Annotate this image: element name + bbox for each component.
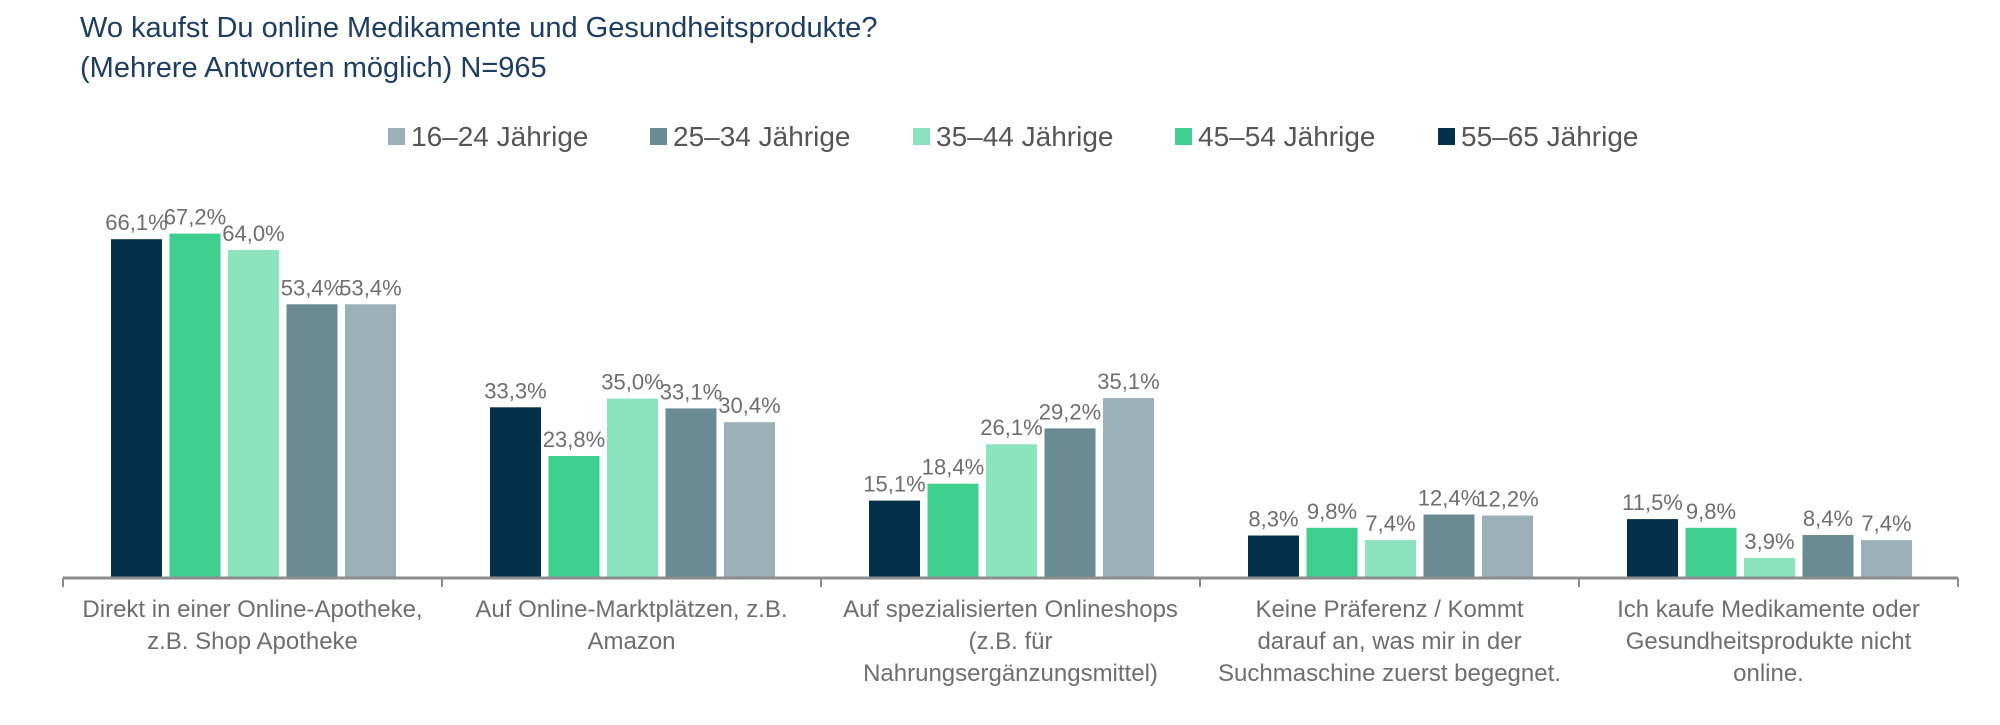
legend-label-4: 55–65 Jährige [1461,121,1638,152]
bars [111,233,1912,579]
value-label-cat4-series4: 11,5% [1622,490,1683,515]
value-label-cat1-series4: 33,3% [484,378,546,403]
legend-label-1: 25–34 Jährige [673,121,850,152]
bar-cat0-series0 [345,304,396,578]
value-label-cat2-series2: 26,1% [980,415,1042,440]
value-label-cat2-series3: 18,4% [922,455,984,480]
legend: 16–24 Jährige 25–34 Jährige 35–44 Jährige 4… [388,121,1638,152]
bar-cat2-series4 [869,500,920,578]
legend-swatch-2 [913,128,930,145]
value-label-cat3-series1: 12,4% [1418,486,1480,511]
bar-cat4-series3 [1685,527,1737,578]
bar-cat4-series1 [1802,535,1854,579]
value-label-cat4-series0: 7,4% [1861,511,1911,536]
value-label-cat0-series0: 53,4% [339,275,401,300]
value-label-cat2-series0: 35,1% [1097,369,1159,394]
category-label-3: Keine Präferenz / Kommt darauf an, was mi… [1218,596,1561,687]
category-label-4: Ich kaufe Medikamente oder Gesundheitspro… [1617,596,1920,687]
value-labels: 66,1%67,2%64,0% 53,4%53,4% 33,3% 23,8% 35,0%… [105,205,1911,554]
bar-cat3-series0 [1482,515,1533,578]
bar-cat0-series1 [286,304,338,578]
legend-swatch-1 [650,128,667,145]
chart-title-line-1: Wo kaufst Du online Medikamente und Gesu… [80,12,878,44]
bar-cat0-series2 [228,250,279,578]
bar-cat3-series1 [1423,514,1475,579]
value-label-cat3-series4: 8,3% [1248,507,1298,532]
bar-cat2-series1 [1044,428,1096,579]
category-label-0: Direkt in einer Online-Apotheke, z.B. Sho… [82,596,422,655]
bar-cat1-series1 [665,408,717,578]
bar-cat1-series4 [490,407,541,578]
bar-cat2-series0 [1103,398,1154,578]
legend-swatch-4 [1438,128,1455,145]
chart-title: Wo kaufst Du online Medikamente und Gesu… [80,8,877,88]
value-label-cat3-series3: 9,8% [1307,499,1357,524]
legend-label-0: 16–24 Jährige [411,121,588,152]
value-label-cat1-series0: 30,4% [718,393,780,418]
bar-cat4-series0 [1861,540,1912,578]
value-label-cat4-series2: 3,9% [1744,529,1794,554]
legend-label-2: 35–44 Jährige [936,121,1113,152]
bar-cat3-series2 [1365,540,1416,578]
value-label-cat3-series2: 7,4% [1365,511,1415,536]
bar-cat0-series4 [111,239,162,578]
value-label-cat4-series1: 8,4% [1803,506,1853,531]
bar-cat0-series3 [169,233,221,578]
category-label-2: Auf spezialisierten Onlineshops (z.B. für… [843,596,1178,687]
bar-cat2-series3 [927,483,979,578]
value-label-cat1-series3: 23,8% [543,427,605,452]
category-labels: Direkt in einer Online-Apotheke, z.B. Sho… [82,596,1920,687]
value-label-cat3-series0: 12,2% [1476,487,1538,512]
bar-cat3-series3 [1306,527,1358,578]
bar-cat2-series2 [986,444,1037,578]
value-label-cat0-series4: 66,1% [105,210,167,235]
legend-swatch-3 [1175,128,1192,145]
value-label-cat1-series1: 33,1% [660,379,722,404]
bar-cat1-series3 [548,456,600,578]
value-label-cat2-series4: 15,1% [863,472,925,497]
category-label-1: Auf Online-Marktplätzen, z.B. Amazon [475,596,787,655]
value-label-cat0-series3: 67,2% [164,205,226,230]
bar-cat1-series2 [607,398,658,578]
value-label-cat4-series3: 9,8% [1686,499,1736,524]
value-label-cat2-series1: 29,2% [1039,399,1101,424]
bar-cat1-series0 [724,422,775,578]
bar-cat4-series4 [1627,519,1678,578]
value-label-cat0-series1: 53,4% [281,275,343,300]
bar-cat3-series4 [1248,535,1299,578]
legend-label-3: 45–54 Jährige [1198,121,1375,152]
value-label-cat1-series2: 35,0% [601,370,663,395]
value-label-cat0-series2: 64,0% [222,221,284,246]
chart-title-line-2: (Mehrere Antworten möglich) N=965 [80,52,547,84]
x-axis [62,576,1959,587]
bar-cat4-series2 [1744,558,1795,578]
legend-swatch-0 [388,128,405,145]
